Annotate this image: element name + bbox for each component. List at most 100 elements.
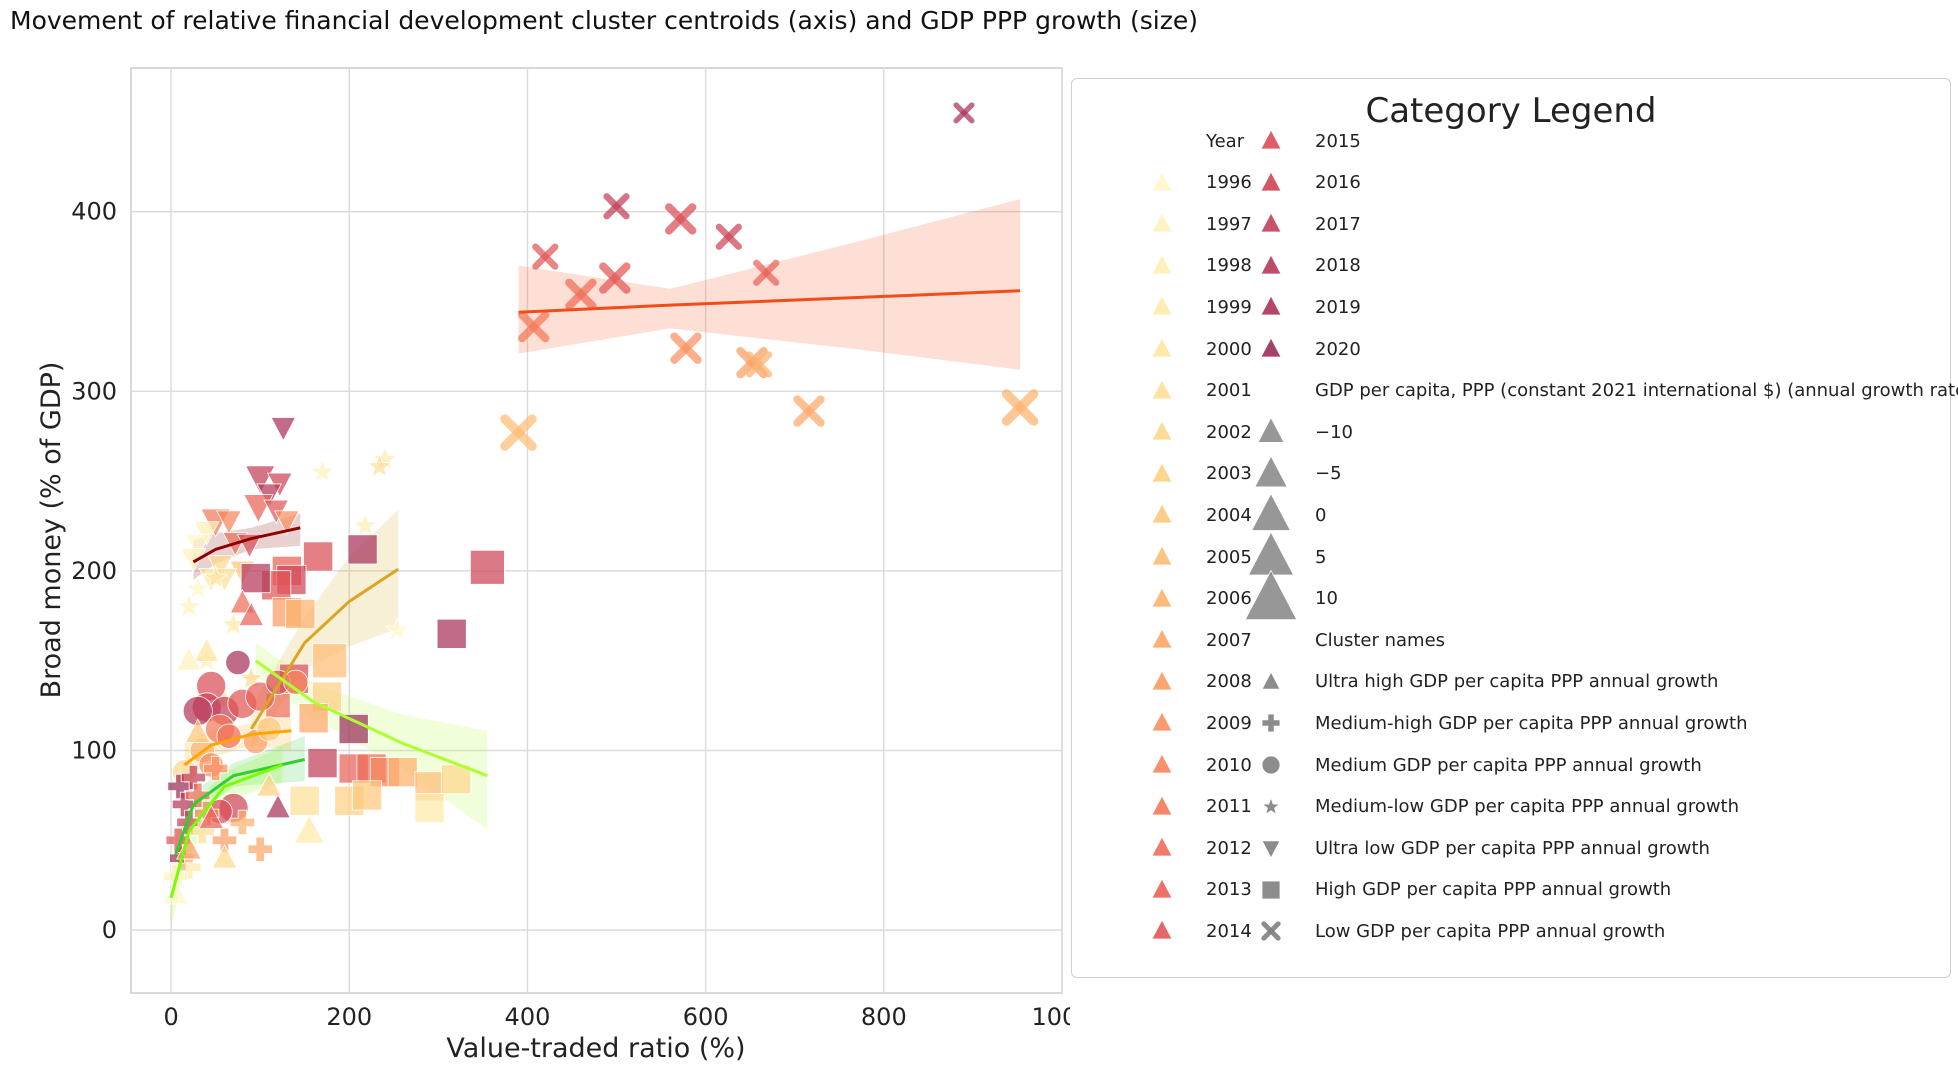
- data-point: [176, 854, 202, 880]
- fit-band: [171, 746, 283, 927]
- data-point: [285, 598, 316, 630]
- data-point: [216, 723, 242, 749]
- legend-label: 2007: [1206, 629, 1252, 651]
- legend-label: 2011: [1206, 796, 1252, 818]
- legend-year-item: 2015: [1241, 121, 1361, 161]
- legend-marker: [1132, 329, 1192, 369]
- legend-marker: [1241, 121, 1301, 161]
- legend-label: 2001: [1206, 380, 1252, 402]
- legend-label: −5: [1315, 463, 1342, 485]
- legend-cluster-item: High GDP per capita PPP annual growth: [1241, 870, 1671, 910]
- legend-marker: [1132, 579, 1192, 619]
- data-point: [387, 757, 418, 788]
- legend-year-item: 2018: [1241, 246, 1361, 286]
- legend-marker: [1132, 287, 1192, 327]
- legend-year-heading: Year: [1132, 121, 1244, 161]
- legend-cluster-item: Ultra low GDP per capita PPP annual grow…: [1241, 828, 1710, 868]
- legend-label: 2017: [1315, 213, 1361, 235]
- legend-year-item: 2005: [1132, 537, 1252, 577]
- data-point: [753, 259, 780, 286]
- legend-label: 2005: [1206, 546, 1252, 568]
- legend-marker: [1132, 371, 1192, 411]
- legend-year-item: 2017: [1241, 204, 1361, 244]
- legend-marker: [1241, 493, 1301, 535]
- legend-label: 2003: [1206, 463, 1252, 485]
- data-point: [198, 804, 225, 829]
- data-point: [307, 748, 338, 779]
- legend-label: Ultra high GDP per capita PPP annual gro…: [1315, 671, 1719, 693]
- data-point: [599, 262, 631, 294]
- legend-marker: [1241, 454, 1301, 494]
- legend-label: Medium-low GDP per capita PPP annual gro…: [1315, 796, 1740, 818]
- legend-year-item: 2013: [1132, 870, 1252, 910]
- data-point: [745, 351, 773, 378]
- fit-line: [249, 567, 400, 730]
- legend-label: 2014: [1206, 920, 1252, 942]
- legend-year-item: 1998: [1132, 246, 1252, 286]
- legend-marker: [1241, 662, 1301, 702]
- data-point: [366, 453, 393, 478]
- data-point: [238, 665, 264, 690]
- legend-marker: [1132, 163, 1192, 203]
- legend-label: High GDP per capita PPP annual growth: [1315, 879, 1672, 901]
- chart-title: Movement of relative financial developme…: [10, 6, 1198, 35]
- data-point: [532, 243, 559, 270]
- legend-label: Year: [1206, 130, 1245, 152]
- y-tick-label: 0: [102, 916, 117, 944]
- data-point: [225, 649, 251, 676]
- y-tick-label: 300: [71, 377, 117, 405]
- legend-year-item: 2010: [1132, 745, 1252, 785]
- data-point: [211, 844, 238, 869]
- data-point: [352, 780, 383, 811]
- legend-marker: [1241, 204, 1301, 244]
- fit-line: [174, 758, 306, 856]
- legend-label: 1998: [1206, 255, 1252, 277]
- data-point: [202, 564, 229, 589]
- legend-label: 0: [1315, 504, 1327, 526]
- legend-size-heading: GDP per capita, PPP (constant 2021 inter…: [1241, 371, 1958, 411]
- data-point: [184, 533, 211, 559]
- data-point: [256, 716, 282, 742]
- legend-year-item: 2019: [1241, 287, 1361, 327]
- data-point: [736, 346, 768, 379]
- legend-marker: [1132, 787, 1192, 827]
- data-points: [162, 102, 1039, 905]
- legend-marker: [1132, 537, 1192, 577]
- legend-marker: [1241, 745, 1301, 785]
- legend-label: 2018: [1315, 255, 1361, 277]
- legend-year-item: 2000: [1132, 329, 1252, 369]
- legend-label: GDP per capita, PPP (constant 2021 inter…: [1315, 380, 1958, 402]
- legend-marker: [1241, 828, 1301, 868]
- legend-marker: [1241, 287, 1301, 327]
- legend-label: Cluster names: [1315, 629, 1446, 651]
- legend-label: 2006: [1206, 588, 1252, 610]
- legend-label: 2000: [1206, 338, 1252, 360]
- data-point: [256, 772, 282, 797]
- data-point: [293, 814, 325, 844]
- data-point: [715, 223, 742, 250]
- legend-size-item: −5: [1241, 454, 1342, 494]
- legend-marker: [1241, 163, 1301, 203]
- legend-label: −10: [1315, 421, 1353, 443]
- legend-label: 1999: [1206, 296, 1252, 318]
- legend-marker: [1132, 911, 1192, 951]
- legend: Category Legend Year 1996 1997 1998 1999 2000…: [1071, 78, 1958, 978]
- legend-cluster-item: Low GDP per capita PPP annual growth: [1241, 911, 1665, 951]
- data-point: [500, 414, 537, 451]
- data-point: [303, 541, 334, 572]
- x-axis-label: Value-traded ratio (%): [446, 1033, 745, 1064]
- data-point: [247, 836, 273, 862]
- legend-cluster-heading: Cluster names: [1241, 620, 1445, 660]
- legend-label: Low GDP per capita PPP annual growth: [1315, 920, 1666, 942]
- legend-marker: [1241, 329, 1301, 369]
- data-point: [384, 616, 411, 641]
- data-point: [309, 458, 336, 483]
- x-tick-label: 600: [683, 1003, 729, 1031]
- legend-year-item: 2004: [1132, 495, 1252, 535]
- fit-line: [192, 526, 301, 564]
- data-point: [436, 618, 467, 649]
- legend-cluster-item: Medium-low GDP per capita PPP annual gro…: [1241, 787, 1739, 827]
- data-point: [793, 395, 825, 427]
- legend-label: Ultra low GDP per capita PPP annual grow…: [1315, 837, 1710, 859]
